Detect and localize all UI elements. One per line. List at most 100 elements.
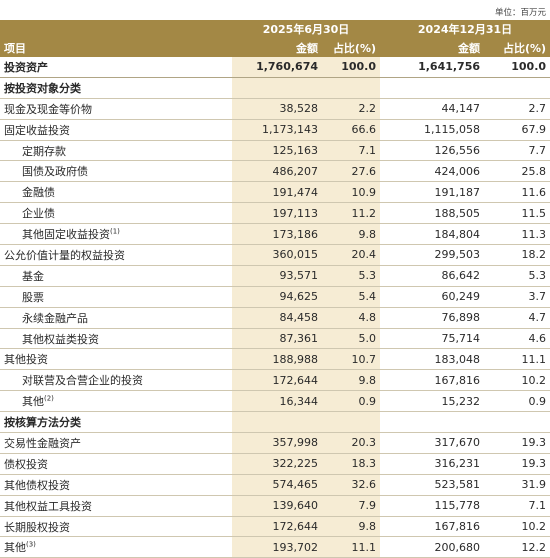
amount-2025-header: 金额 xyxy=(232,38,322,57)
ratio-2024-cell: 31.9 xyxy=(484,474,550,496)
ratio-2025-cell: 5.3 xyxy=(322,265,381,287)
row-label-text: 债权投资 xyxy=(4,457,48,471)
ratio-2025-cell: 18.3 xyxy=(322,453,381,475)
table-row: 现金及现金等价物 38,528 2.2 44,147 2.7 xyxy=(0,98,550,120)
row-label: 固定收益投资 xyxy=(0,119,232,141)
table-row: 其他权益类投资 87,361 5.0 75,714 4.6 xyxy=(0,328,550,350)
amount-2024-header: 金额 xyxy=(380,38,485,57)
ratio-2025-cell: 11.1 xyxy=(322,536,381,558)
ratio-2024-cell: 67.9 xyxy=(484,119,550,141)
row-label-text: 公允价值计量的权益投资 xyxy=(4,248,125,262)
amount-2024-cell: 1,641,756 xyxy=(380,57,485,78)
amount-2025-cell: 1,760,674 xyxy=(232,57,322,78)
row-label-text: 其他权益工具投资 xyxy=(4,499,92,513)
row-label-text: 基金 xyxy=(22,269,44,283)
row-label: 按核算方法分类 xyxy=(0,411,232,434)
ratio-2024-cell: 18.2 xyxy=(484,244,550,266)
table-row: 交易性金融资产 357,998 20.3 317,670 19.3 xyxy=(0,432,550,454)
ratio-2025-cell: 32.6 xyxy=(322,474,381,496)
row-label-text: 金融债 xyxy=(22,186,55,200)
row-label: 定期存款 xyxy=(0,140,232,162)
ratio-2024-cell: 11.1 xyxy=(484,348,550,371)
amount-2025-cell xyxy=(232,411,322,434)
row-label: 金融债 xyxy=(0,181,232,204)
amount-2024-cell: 44,147 xyxy=(380,98,485,120)
table-row: 其他权益工具投资 139,640 7.9 115,778 7.1 xyxy=(0,495,550,517)
amount-2025-cell: 486,207 xyxy=(232,160,322,183)
amount-2024-cell: 86,642 xyxy=(380,265,485,287)
ratio-2024-cell: 12.2 xyxy=(484,536,550,558)
row-label-text: 其他投资 xyxy=(4,353,48,367)
ratio-2024-cell: 3.7 xyxy=(484,286,550,308)
amount-2025-cell: 574,465 xyxy=(232,474,322,496)
ratio-2024-cell: 100.0 xyxy=(484,57,550,78)
table-row: 公允价值计量的权益投资 360,015 20.4 299,503 18.2 xyxy=(0,244,550,266)
table-row: 企业债 197,113 11.2 188,505 11.5 xyxy=(0,202,550,225)
amount-2025-cell: 188,988 xyxy=(232,348,322,371)
footnote-marker: (3) xyxy=(26,540,36,549)
table-row: 永续金融产品 84,458 4.8 76,898 4.7 xyxy=(0,307,550,329)
row-label: 永续金融产品 xyxy=(0,307,232,329)
amount-2025-cell: 197,113 xyxy=(232,202,322,225)
ratio-2025-cell: 66.6 xyxy=(322,119,381,141)
amount-2025-cell: 191,474 xyxy=(232,181,322,204)
ratio-2024-cell xyxy=(484,411,550,434)
ratio-2024-cell: 4.7 xyxy=(484,307,550,329)
ratio-2024-cell: 10.2 xyxy=(484,516,550,538)
amount-2024-cell: 75,714 xyxy=(380,328,485,350)
ratio-2024-cell: 11.3 xyxy=(484,223,550,246)
table-row: 股票 94,625 5.4 60,249 3.7 xyxy=(0,286,550,308)
row-label-text: 按核算方法分类 xyxy=(4,416,81,430)
table-row: 对联营及合营企业的投资 172,644 9.8 167,816 10.2 xyxy=(0,369,550,392)
amount-2025-cell: 172,644 xyxy=(232,369,322,392)
row-label: 公允价值计量的权益投资 xyxy=(0,244,232,266)
amount-2025-cell: 357,998 xyxy=(232,432,322,454)
ratio-2024-cell: 19.3 xyxy=(484,453,550,475)
ratio-2025-cell: 100.0 xyxy=(322,57,381,78)
amount-2025-cell: 172,644 xyxy=(232,516,322,538)
amount-2025-cell: 322,225 xyxy=(232,453,322,475)
ratio-2025-cell: 5.4 xyxy=(322,286,381,308)
table-row: 定期存款 125,163 7.1 126,556 7.7 xyxy=(0,140,550,162)
row-label: 其他(2) xyxy=(0,390,232,413)
row-label-text: 其他权益类投资 xyxy=(22,332,99,346)
amount-2025-cell: 125,163 xyxy=(232,140,322,162)
row-label-text: 企业债 xyxy=(22,207,55,221)
ratio-2025-cell: 20.3 xyxy=(322,432,381,454)
amount-2024-cell: 188,505 xyxy=(380,202,485,225)
ratio-2025-cell: 7.9 xyxy=(322,495,381,517)
table-row: 其他债权投资 574,465 32.6 523,581 31.9 xyxy=(0,474,550,496)
ratio-2024-cell: 25.8 xyxy=(484,160,550,183)
table-row: 投资资产 1,760,674 100.0 1,641,756 100.0 xyxy=(0,57,550,78)
table-row: 按核算方法分类 xyxy=(0,411,550,434)
table-row: 基金 93,571 5.3 86,642 5.3 xyxy=(0,265,550,287)
period-2024-header: 2024年12月31日 xyxy=(380,20,550,38)
row-label-text: 固定收益投资 xyxy=(4,123,70,137)
ratio-2025-cell: 27.6 xyxy=(322,160,381,183)
amount-2025-cell xyxy=(232,77,322,99)
amount-2025-cell: 93,571 xyxy=(232,265,322,287)
row-label-text: 交易性金融资产 xyxy=(4,436,81,450)
amount-2025-cell: 1,173,143 xyxy=(232,119,322,141)
amount-2024-cell: 184,804 xyxy=(380,223,485,246)
row-label: 其他权益类投资 xyxy=(0,328,232,350)
footnote-marker: (2) xyxy=(44,394,54,403)
row-label: 交易性金融资产 xyxy=(0,432,232,454)
table-row: 金融债 191,474 10.9 191,187 11.6 xyxy=(0,181,550,204)
table-row: 国债及政府债 486,207 27.6 424,006 25.8 xyxy=(0,160,550,183)
row-label: 其他固定收益投资(1) xyxy=(0,223,232,246)
row-label-text: 股票 xyxy=(22,290,44,304)
row-label-text: 长期股权投资 xyxy=(4,520,70,534)
ratio-2024-cell: 7.1 xyxy=(484,495,550,517)
table-row: 债权投资 322,225 18.3 316,231 19.3 xyxy=(0,453,550,475)
amount-2024-cell: 523,581 xyxy=(380,474,485,496)
row-label-text: 对联营及合营企业的投资 xyxy=(22,374,143,388)
ratio-2024-cell: 5.3 xyxy=(484,265,550,287)
table-row: 固定收益投资 1,173,143 66.6 1,115,058 67.9 xyxy=(0,119,550,141)
amount-2025-cell: 94,625 xyxy=(232,286,322,308)
amount-2024-cell: 115,778 xyxy=(380,495,485,517)
amount-2024-cell: 167,816 xyxy=(380,516,485,538)
ratio-2024-cell xyxy=(484,77,550,99)
table-row: 其他投资 188,988 10.7 183,048 11.1 xyxy=(0,348,550,371)
ratio-2025-header: 占比(%) xyxy=(322,38,381,57)
